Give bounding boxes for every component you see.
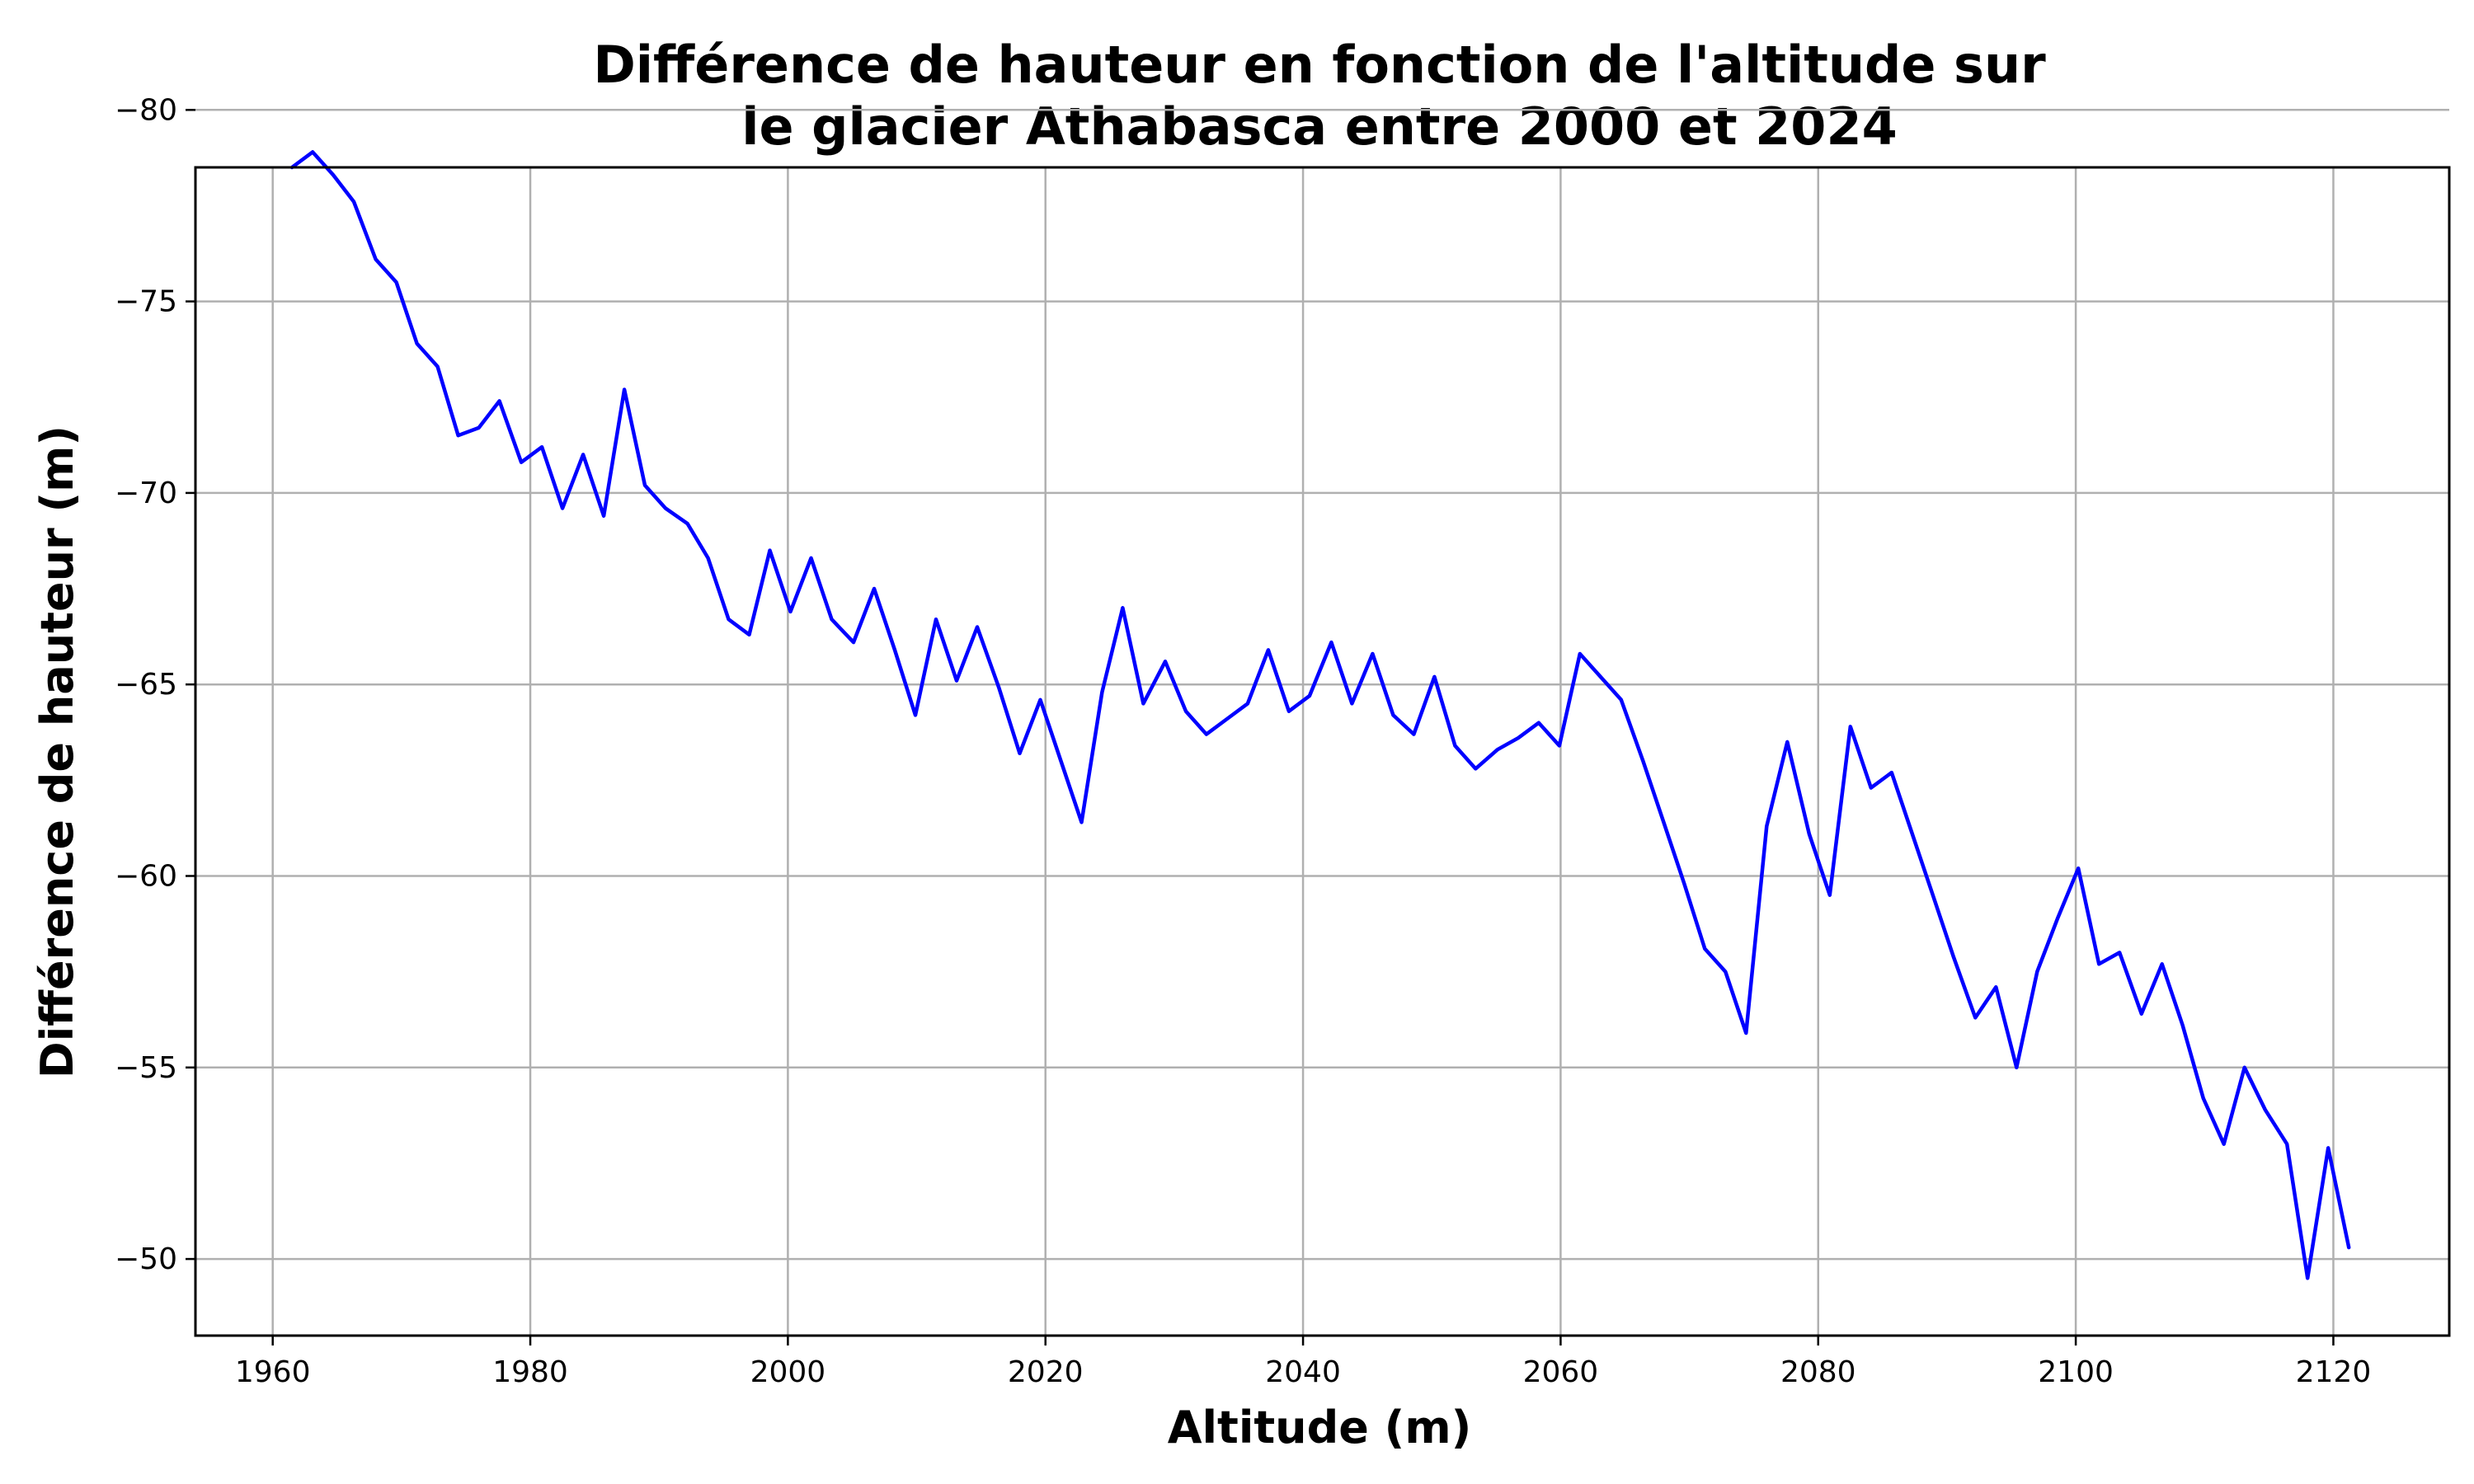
x-tick-label: 2100 [2038,1355,2114,1389]
x-tick-label: 2120 [2296,1355,2372,1389]
x-tick-label: 1980 [492,1355,568,1389]
data-series [289,150,2351,1280]
series-line [289,150,2351,1280]
axis-ticks: 1960 1980 2000 2020 2040 2060 2080 2100 2120 −80 −… [115,93,2371,1389]
x-tick-label: 1960 [235,1355,311,1389]
x-tick-label: 2000 [750,1355,826,1389]
y-axis-label: Différence de hauteur (m) [31,425,83,1078]
x-tick-label: 2060 [1523,1355,1599,1389]
x-tick-label: 2040 [1265,1355,1341,1389]
plot-frame [194,166,2451,1337]
y-tick-label: −65 [115,668,177,702]
chart-title-line-2: le glacier Athabasca entre 2000 et 2024 [741,96,1897,157]
y-tick-label: −70 [115,477,177,510]
y-tick-label: −75 [115,285,177,319]
y-tick-label: −60 [115,859,177,893]
x-tick-label: 2020 [1008,1355,1084,1389]
y-tick-label: −50 [115,1242,177,1276]
chart-title-line-1: Différence de hauteur en fonction de l'a… [593,35,2046,95]
y-tick-label: −55 [115,1051,177,1085]
x-tick-label: 2080 [1780,1355,1856,1389]
x-axis-label: Altitude (m) [1168,1402,1472,1453]
y-tick-label: −80 [115,93,177,127]
